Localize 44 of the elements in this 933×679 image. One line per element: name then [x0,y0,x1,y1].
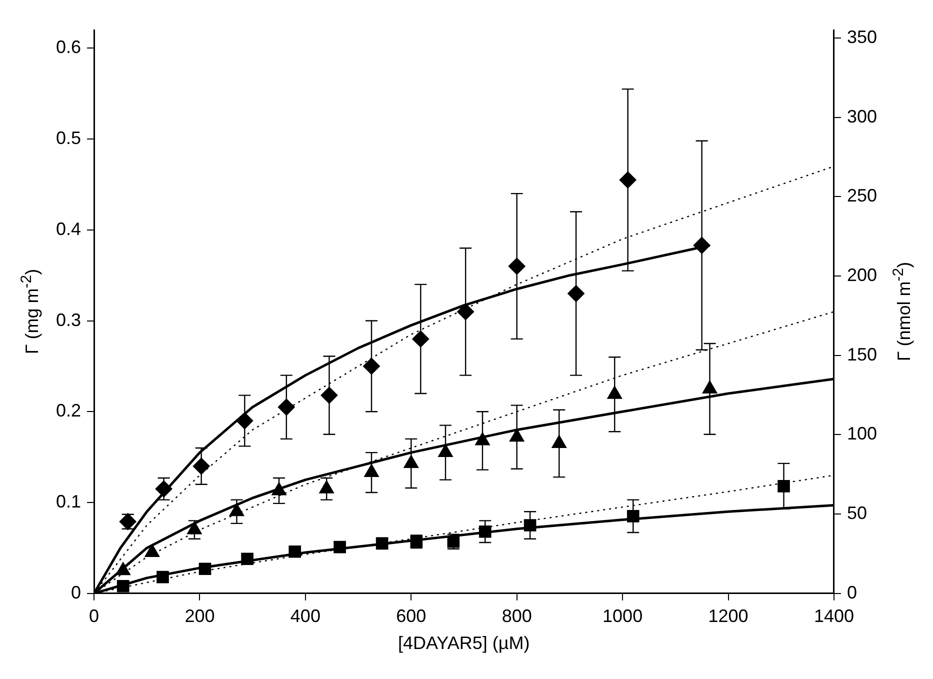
y-tick-label: 0.1 [56,492,82,512]
point [457,303,474,320]
point [626,510,640,522]
y2-tick-label: 300 [846,106,878,126]
y-tick-label: 0 [71,582,82,602]
x-tick-label: 600 [396,606,426,626]
point [778,480,790,492]
y2-tick-label: 150 [846,344,878,364]
point [241,552,254,566]
y-tick-label: 0.2 [56,400,82,421]
point [278,398,295,416]
point [320,386,338,404]
point [524,519,536,532]
x-tick-label: 800 [502,606,532,626]
y-tick-label: 0.5 [56,128,82,148]
point [508,258,526,275]
point [116,580,130,592]
point [192,458,210,475]
point [478,525,492,538]
y-tick-label: 0.3 [56,310,82,330]
x-axis-title: [4DAYAR5] (µM) [398,633,530,654]
y2-tick-label: 0 [846,582,857,602]
x-tick-label: 400 [290,606,320,626]
x-tick-label: 0 [89,606,100,626]
point [236,412,254,430]
x-tick-label: 1400 [814,606,854,626]
point [156,570,169,584]
y2-tick-label: 50 [846,503,867,524]
x-tick-label: 1200 [708,606,748,626]
point [412,330,430,348]
point [693,236,710,254]
y2-tick-label: 100 [846,424,878,444]
point [568,285,585,302]
point [619,171,636,188]
x-tick-label: 200 [184,606,215,626]
point [363,358,380,375]
point [198,562,212,576]
y2-tick-label: 350 [846,26,878,47]
y2-tick-label: 250 [846,186,878,206]
point [155,480,172,498]
x-tick-label: 1000 [602,606,643,626]
y-tick-label: 0.4 [56,218,82,239]
y2-tick-label: 200 [846,264,878,285]
y-tick-label: 0.6 [56,37,82,58]
